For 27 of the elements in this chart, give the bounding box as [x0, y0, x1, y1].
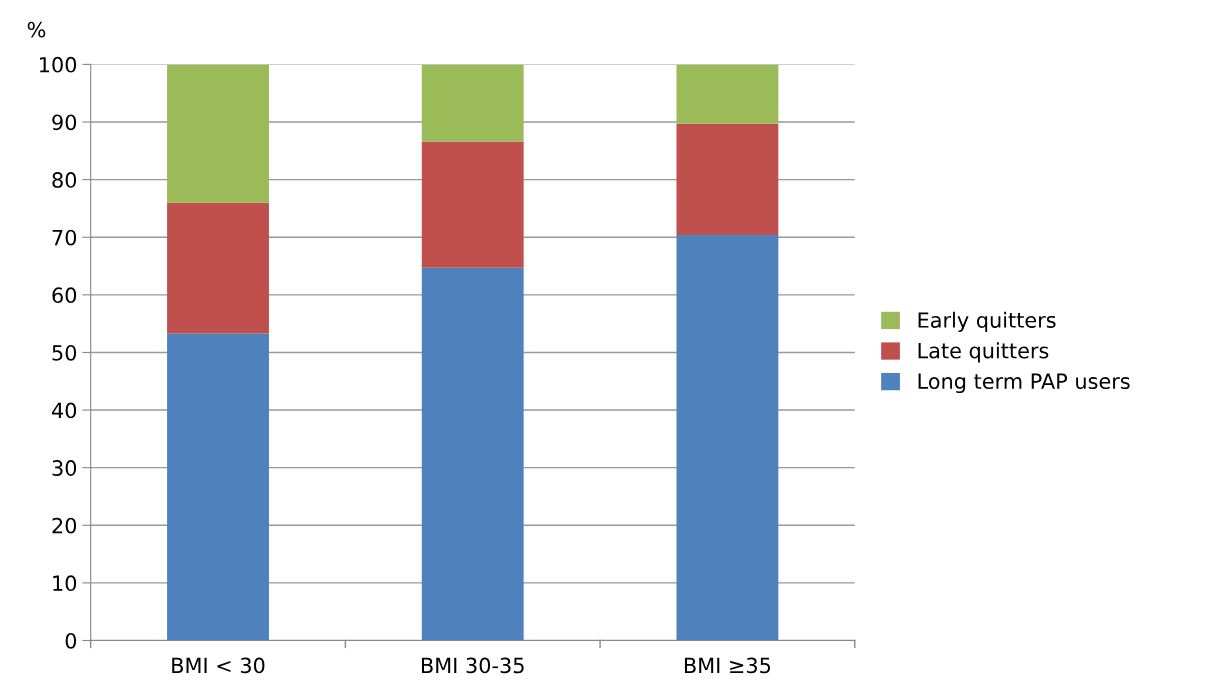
x-tick-label: BMI 30-35 [421, 657, 524, 674]
y-tick-label: 90 [52, 114, 77, 131]
y-tick-label: 10 [53, 575, 77, 592]
bar [167, 64, 269, 203]
bar [676, 123, 779, 235]
y-tick-label: 0 [65, 632, 77, 649]
bar [167, 333, 269, 641]
x-tick-label: BMI ≥35 [684, 657, 771, 674]
bar [676, 234, 779, 641]
y-tick-label: 20 [52, 517, 77, 534]
y-tick-label: 60 [52, 287, 77, 304]
y-tick-label: 70 [52, 229, 77, 246]
bar [421, 64, 524, 142]
bar [421, 267, 524, 641]
y-tick-label: 100 [40, 56, 77, 73]
bar [421, 141, 524, 268]
bar [167, 202, 269, 334]
y-tick-label: 50 [52, 344, 77, 361]
bar [676, 64, 779, 124]
y-tick-label: 30 [52, 460, 77, 476]
legend-label: Long term PAP users [918, 373, 1130, 394]
legend-label: Early quitters [918, 311, 1056, 332]
x-tick-label: BMI < 30 [172, 657, 265, 674]
y-tick-label: 80 [52, 172, 77, 188]
y-axis-title: % [27, 21, 46, 38]
y-tick-label: 40 [51, 402, 77, 419]
legend-label: Late quitters [918, 342, 1049, 363]
